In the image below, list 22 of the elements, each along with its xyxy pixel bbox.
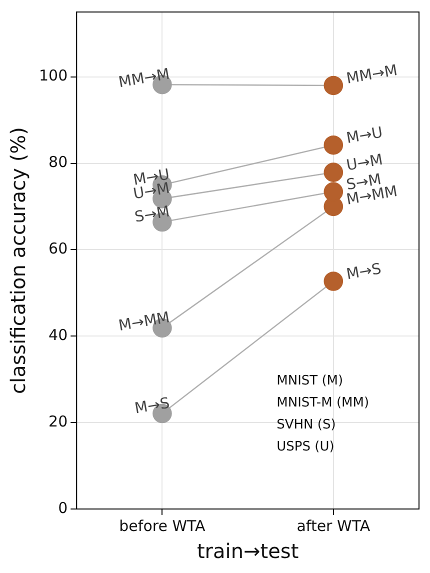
y-tick-label: 80 [48, 153, 68, 172]
x-tick-label: before WTA [119, 516, 206, 535]
text: MM→M [117, 64, 171, 92]
y-axis-title: classification accuracy (%) [6, 127, 30, 394]
annotation: USPS (U) [276, 439, 334, 454]
text: M→MM [117, 308, 171, 335]
text: M→S [345, 260, 383, 284]
x-tick-label: after WTA [296, 516, 371, 535]
y-tick-label: 20 [48, 412, 68, 430]
text: S→M [133, 202, 171, 226]
x-axis-title: train→test [196, 539, 299, 564]
y-tick-label: 0 [58, 498, 68, 517]
text: M→S [133, 394, 171, 418]
text: MM→M [345, 60, 399, 88]
annotation: MNIST-M (MM) [276, 395, 370, 410]
text: U→M [345, 150, 384, 174]
y-tick-label: 60 [48, 240, 68, 258]
annotation: MNIST (M) [276, 373, 344, 388]
y-tick-label: 40 [48, 326, 68, 344]
y-tick-label: 100 [38, 66, 68, 85]
text: M→U [345, 123, 384, 148]
annotation: SVHN (S) [276, 417, 336, 432]
